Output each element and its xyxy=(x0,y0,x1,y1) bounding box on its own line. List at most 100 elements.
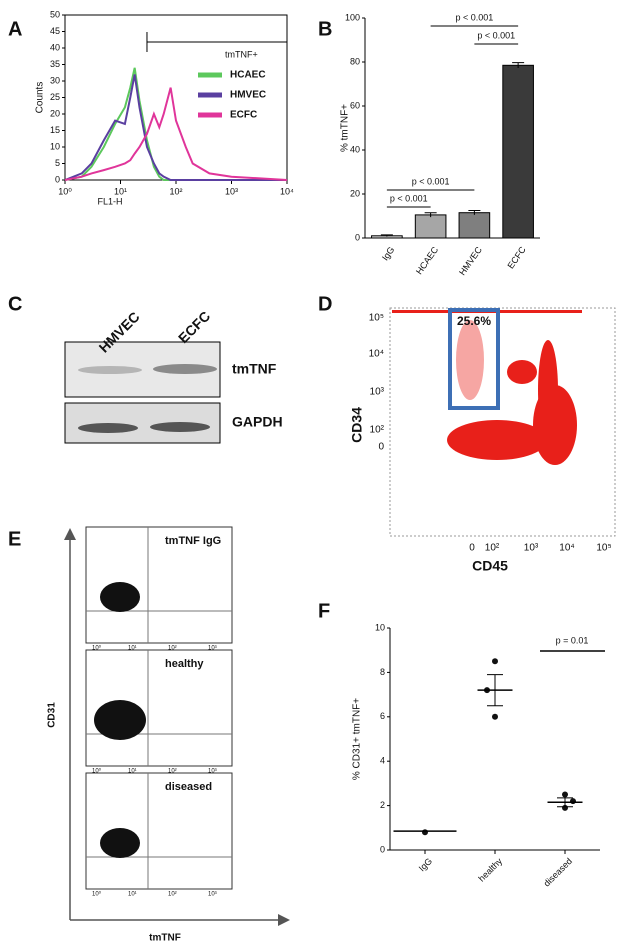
gate xyxy=(448,308,500,410)
x-tick-label: 10² xyxy=(168,769,177,775)
y-axis-label: CD31 xyxy=(47,702,58,728)
band xyxy=(78,423,138,433)
arrow-head xyxy=(64,528,76,540)
y-tick-label: 40 xyxy=(350,144,360,154)
sem-bar xyxy=(557,797,573,808)
y-tick-label: 0 xyxy=(55,174,60,184)
plot-label: tmTNF IgG xyxy=(165,535,221,547)
y-tick-label: 10² xyxy=(370,425,385,436)
x-tick-label: diseased xyxy=(542,856,575,889)
y-tick-label: 0 xyxy=(380,844,385,854)
x-tick-label: IgG xyxy=(380,245,397,263)
x-tick-label: 10³ xyxy=(208,892,217,898)
x-tick-label: 10² xyxy=(168,892,177,898)
y-axis-label: % tmTNF+ xyxy=(340,104,351,152)
x-tick-label: 10³ xyxy=(208,769,217,775)
x-tick-label: 10⁵ xyxy=(596,543,611,554)
error-bar xyxy=(468,210,481,215)
band-label: GAPDH xyxy=(232,414,283,430)
point xyxy=(562,791,568,798)
plot-frame xyxy=(389,307,616,537)
legend-label: HMVEC xyxy=(230,90,266,101)
x-tick-label: healthy xyxy=(476,856,504,884)
panel-letter: F xyxy=(318,600,330,622)
error-bar xyxy=(512,62,525,68)
y-tick-label: 10³ xyxy=(370,387,385,398)
y-tick-label: 10⁴ xyxy=(369,349,384,360)
point xyxy=(422,829,428,836)
band xyxy=(150,422,210,432)
p-value: p < 0.001 xyxy=(412,176,450,186)
bar xyxy=(414,214,447,239)
x-tick-label: 10¹ xyxy=(128,646,137,652)
p-value: p < 0.001 xyxy=(390,193,428,203)
y-tick-label: 100 xyxy=(345,12,360,22)
legend-label: HCAEC xyxy=(230,70,266,81)
x-tick-label: 0 xyxy=(469,543,475,554)
y-tick-label: 10⁵ xyxy=(369,313,384,324)
y-tick-label: 45 xyxy=(50,26,60,36)
cell-cloud xyxy=(100,828,140,858)
gate-label: 25.6% xyxy=(457,314,491,328)
error-bar xyxy=(380,234,393,237)
error-bar xyxy=(424,212,437,218)
x-axis-label: tmTNF xyxy=(149,933,181,944)
point xyxy=(492,713,498,720)
point xyxy=(570,798,576,805)
x-axis-label: CD45 xyxy=(472,558,508,574)
x-tick-label: 10⁰ xyxy=(92,768,102,775)
x-tick-label: 10⁴ xyxy=(280,186,294,196)
y-axis-label: % CD31+ tmTNF+ xyxy=(352,698,363,780)
x-tick-label: 10² xyxy=(485,543,500,554)
y-tick-label: 4 xyxy=(380,756,385,766)
y-tick-label: 50 xyxy=(50,9,60,19)
cell-cloud xyxy=(94,700,146,740)
y-tick-label: 6 xyxy=(380,711,385,721)
y-tick-label: 2 xyxy=(380,800,385,810)
y-tick-label: 20 xyxy=(50,108,60,118)
panel-letter: E xyxy=(8,528,21,550)
y-tick-label: 10 xyxy=(375,622,385,632)
y-tick-label: 0 xyxy=(378,442,384,453)
legend-label: ECFC xyxy=(230,110,257,121)
bar xyxy=(502,64,534,239)
x-tick-label: 10² xyxy=(168,646,177,652)
sem-bar xyxy=(487,674,503,707)
point xyxy=(492,658,498,665)
p-value: p = 0.01 xyxy=(556,635,589,645)
curve xyxy=(64,67,287,181)
y-tick-label: 10 xyxy=(50,141,60,151)
band-label: tmTNF xyxy=(232,361,277,377)
y-axis-label: Counts xyxy=(35,82,46,114)
y-tick-label: 80 xyxy=(350,56,360,66)
bar xyxy=(458,212,491,239)
y-tick-label: 30 xyxy=(50,75,60,85)
x-axis-label: FL1-H xyxy=(97,196,122,206)
y-tick-label: 15 xyxy=(50,125,60,135)
panel-letter: B xyxy=(318,18,332,40)
arrow-head xyxy=(278,914,290,926)
x-tick-label: 10³ xyxy=(208,646,217,652)
y-tick-label: 20 xyxy=(350,188,360,198)
y-tick-label: 25 xyxy=(50,92,60,102)
x-tick-label: 10⁰ xyxy=(92,645,102,652)
gate-label: tmTNF+ xyxy=(225,49,258,59)
y-tick-label: 5 xyxy=(55,158,60,168)
band xyxy=(153,364,217,374)
p-value: p < 0.001 xyxy=(455,12,493,22)
x-tick-label: IgG xyxy=(417,856,434,873)
cell-cloud xyxy=(100,582,140,612)
curve xyxy=(64,87,288,181)
curve xyxy=(64,74,287,181)
panel-letter: C xyxy=(8,293,22,315)
y-tick-label: 35 xyxy=(50,59,60,69)
x-tick-label: HMVEC xyxy=(457,244,484,277)
y-axis-label: CD34 xyxy=(349,407,365,443)
x-tick-label: HCAEC xyxy=(414,244,441,276)
x-tick-label: 10⁴ xyxy=(559,543,574,554)
x-tick-label: 10¹ xyxy=(128,769,137,775)
plot-label: diseased xyxy=(165,781,212,793)
y-tick-label: 0 xyxy=(355,232,360,242)
panel-letter: D xyxy=(318,293,332,315)
